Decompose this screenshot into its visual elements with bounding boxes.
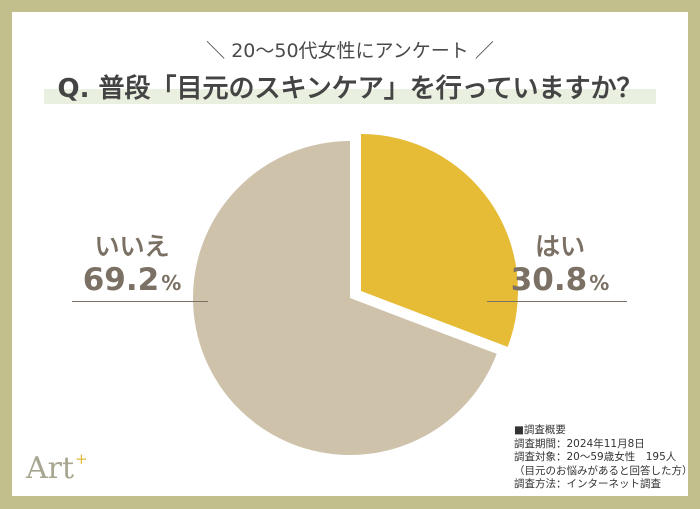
label-no-percent: 69.2% bbox=[72, 262, 192, 301]
label-yes-percent: 30.8% bbox=[500, 262, 620, 301]
label-no-unit: % bbox=[161, 271, 182, 295]
label-no: いいえ 69.2% bbox=[72, 232, 192, 301]
leader-line-no bbox=[72, 301, 208, 302]
logo-plus-icon: + bbox=[75, 450, 88, 468]
notes-line-method: 調査方法：インターネット調査 bbox=[514, 478, 661, 490]
label-no-name: いいえ bbox=[94, 232, 170, 261]
pie-slice-yes bbox=[361, 134, 518, 347]
label-yes-name: はい bbox=[534, 232, 585, 261]
chart-subtitle: ＼ 20〜50代女性にアンケート ／ bbox=[206, 40, 494, 62]
chart-title: Q. 普段「目元のスキンケア」を行っていますか？ bbox=[57, 74, 643, 104]
label-yes-value: 30.8 bbox=[510, 262, 588, 298]
label-yes-unit: % bbox=[589, 271, 610, 295]
leader-line-yes bbox=[487, 301, 627, 302]
notes-heading: ■調査概要 bbox=[514, 424, 566, 436]
label-no-value: 69.2 bbox=[82, 262, 160, 298]
notes-line-target: 調査対象：20〜59歳女性 195人 bbox=[514, 451, 677, 463]
title-highlight-bar bbox=[44, 89, 656, 104]
survey-notes: ■調査概要 調査期間：2024年11月8日 調査対象：20〜59歳女性 195人 （目… bbox=[514, 424, 693, 492]
pie-slice-no bbox=[192, 141, 497, 455]
logo-text: Art bbox=[26, 451, 75, 486]
label-yes: はい 30.8% bbox=[500, 232, 620, 301]
brand-logo: Art+ bbox=[26, 450, 88, 486]
notes-line-condition: （目元のお悩みがあると回答した方） bbox=[514, 464, 693, 477]
notes-line-period: 調査期間：2024年11月8日 bbox=[514, 437, 645, 450]
